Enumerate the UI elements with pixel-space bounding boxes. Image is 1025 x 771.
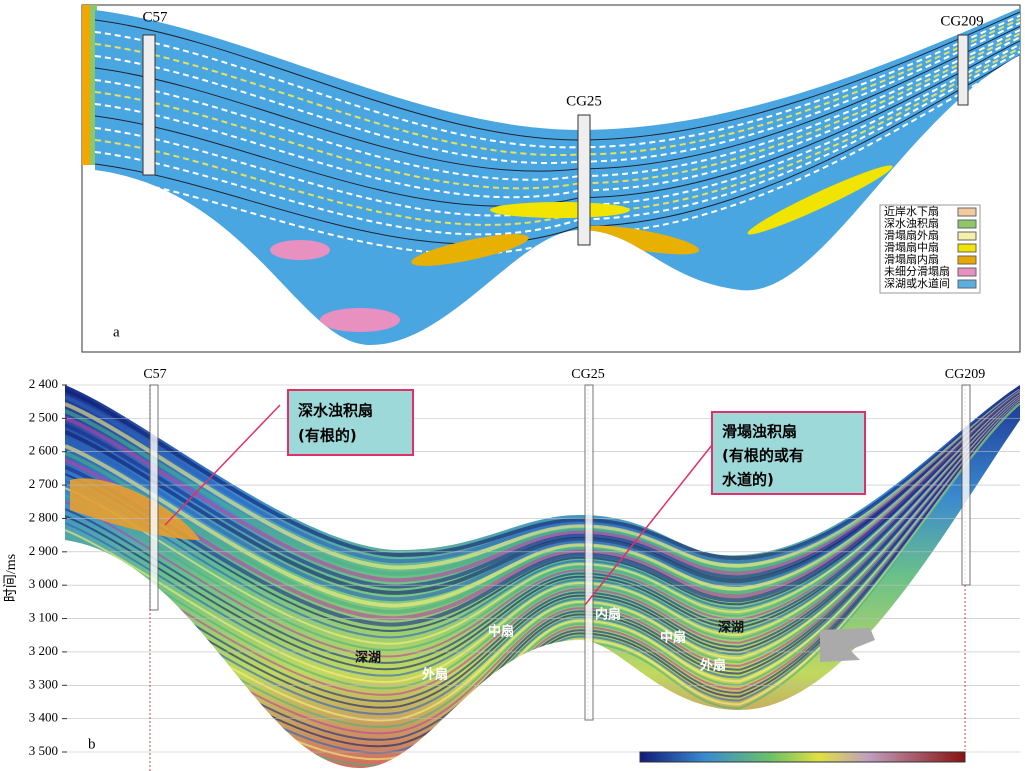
callout-text: (有根的或有: [722, 447, 804, 465]
facies-label: 外扇: [699, 658, 726, 674]
seismic-section: [65, 380, 1025, 771]
panel-label: b: [88, 736, 96, 752]
y-tick-label: 2 400: [29, 376, 58, 391]
legend-swatch: [958, 232, 976, 240]
strat-column: [82, 5, 90, 165]
callout-text: 滑塌浊积扇: [722, 423, 797, 441]
well-name: C57: [142, 9, 168, 25]
facies-label: 中扇: [660, 630, 686, 646]
well-log: [143, 35, 155, 175]
facies-label: 深湖: [355, 650, 381, 666]
y-tick-label: 3 100: [29, 610, 58, 625]
y-tick-label: 2 700: [29, 476, 58, 491]
y-tick-label: 3 000: [29, 576, 58, 591]
well-name: C57: [143, 367, 166, 382]
y-tick-label: 2 800: [29, 509, 58, 524]
callout-text: 深水浊积扇: [298, 402, 373, 420]
well-name: CG25: [571, 367, 604, 382]
well-name: CG209: [940, 13, 983, 29]
well-log: [585, 385, 593, 720]
y-tick-label: 2 900: [29, 543, 58, 558]
legend-label: 滑塌扇中扇: [884, 240, 939, 254]
well-name: CG25: [566, 93, 602, 109]
legend-swatch: [958, 280, 976, 288]
panel-label: a: [113, 324, 120, 340]
callout-text: 水道的): [722, 471, 774, 489]
well-log: [962, 385, 970, 585]
figure: C57 CG25 CG209 a 近岸水下扇深水浊积扇滑塌扇外扇滑塌扇中扇滑塌扇…: [0, 0, 1025, 771]
legend-label: 深湖或水道间: [884, 276, 950, 290]
facies-label: 深湖: [718, 620, 744, 636]
legend-label: 近岸水下扇: [884, 204, 939, 218]
facies-label: 外扇: [421, 667, 448, 683]
facies-label: 中扇: [488, 624, 514, 640]
legend-swatch: [958, 256, 976, 264]
legend-label: 滑塌扇内扇: [884, 252, 939, 266]
legend-label: 滑塌扇外扇: [884, 228, 939, 242]
legend-swatch: [958, 220, 976, 228]
well-name: CG209: [945, 367, 985, 382]
y-tick-label: 2 600: [29, 443, 58, 458]
facies-label: 内扇: [595, 607, 621, 623]
callout: [288, 390, 413, 455]
y-tick-label: 2 500: [29, 409, 58, 424]
well-log: [958, 35, 968, 105]
legend-swatch: [958, 244, 976, 252]
legend-swatch: [958, 268, 976, 276]
y-tick-label: 3 200: [29, 643, 58, 658]
shadow: [820, 628, 875, 662]
well-log: [150, 385, 158, 610]
callout-text: (有根的): [298, 427, 357, 445]
legend-label: 深水浊积扇: [884, 216, 939, 230]
well-log: [578, 115, 590, 245]
legend-swatch: [958, 208, 976, 216]
y-tick-label: 3 500: [29, 743, 58, 758]
y-tick-label: 3 300: [29, 676, 58, 691]
color-bar: [640, 752, 965, 762]
y-tick-label: 3 400: [29, 710, 58, 725]
y-axis-title: 时间/ms: [3, 554, 19, 602]
legend-label: 未细分滑塌扇: [884, 264, 950, 278]
